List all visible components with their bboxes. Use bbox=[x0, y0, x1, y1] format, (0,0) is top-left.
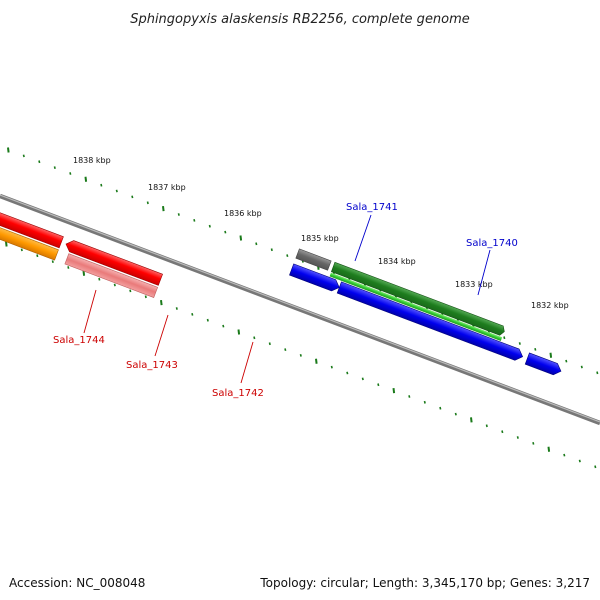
tick-mark bbox=[578, 459, 581, 463]
tick-mark bbox=[253, 336, 256, 340]
gene-label-sala-1741[interactable]: Sala_1741 bbox=[346, 202, 398, 262]
tick-mark bbox=[38, 160, 41, 164]
tick-mark bbox=[160, 299, 163, 306]
kbp-label-1835: 1835 kbp bbox=[301, 234, 339, 243]
gene-label-sala-1740[interactable]: Sala_1740 bbox=[466, 238, 518, 296]
tick-mark bbox=[501, 430, 504, 434]
tick-mark bbox=[255, 242, 258, 246]
tick-mark bbox=[206, 318, 209, 322]
tick-mark bbox=[408, 395, 411, 398]
tick-mark bbox=[113, 283, 116, 287]
gene-sala-1741-arrow[interactable] bbox=[295, 248, 332, 271]
tick-mark bbox=[237, 329, 241, 335]
tick-mark bbox=[208, 224, 211, 228]
tick-mark bbox=[193, 219, 196, 222]
gene-sala-1742-arrow[interactable] bbox=[64, 253, 159, 298]
tick-mark bbox=[175, 307, 178, 310]
svg-text:Sala_1741: Sala_1741 bbox=[346, 202, 398, 213]
tick-mark bbox=[131, 195, 134, 199]
tick-mark bbox=[69, 172, 72, 175]
tick-mark bbox=[485, 424, 488, 428]
kbp-label-1832: 1832 kbp bbox=[531, 301, 569, 310]
gene-forward-blue-arrow-1[interactable] bbox=[289, 263, 341, 293]
tick-mark bbox=[98, 277, 101, 281]
tick-mark bbox=[146, 201, 149, 205]
svg-text:Sala_1740: Sala_1740 bbox=[466, 238, 518, 249]
kbp-label-1834: 1834 kbp bbox=[378, 257, 416, 266]
gene-forward-blue-arrow-3[interactable] bbox=[524, 352, 563, 377]
genome-title: Sphingopyxis alaskensis RB2256, complete… bbox=[130, 12, 470, 27]
svg-text:Sala_1744: Sala_1744 bbox=[53, 335, 105, 346]
tick-mark bbox=[286, 254, 289, 257]
tick-mark bbox=[7, 147, 10, 153]
gene-label-sala-1744[interactable]: Sala_1744 bbox=[53, 289, 105, 346]
tick-mark bbox=[439, 406, 442, 410]
tick-mark bbox=[268, 342, 271, 346]
gene-forward-blue-arrow-2[interactable] bbox=[336, 281, 525, 363]
tick-mark bbox=[224, 230, 227, 234]
gene-label-sala-1743[interactable]: Sala_1743 bbox=[126, 314, 178, 371]
tick-mark bbox=[361, 377, 364, 381]
tick-mark bbox=[534, 348, 537, 351]
tick-mark bbox=[594, 465, 597, 469]
tick-mark bbox=[596, 371, 599, 375]
tick-mark bbox=[299, 354, 302, 357]
tick-mark bbox=[82, 270, 86, 276]
tick-mark bbox=[144, 295, 147, 299]
tick-mark bbox=[565, 359, 568, 363]
tick-mark bbox=[53, 166, 56, 169]
tick-mark bbox=[129, 289, 132, 293]
tick-mark bbox=[503, 336, 506, 340]
gene-reverse-red-arrow-3[interactable] bbox=[0, 209, 64, 249]
tick-mark bbox=[346, 371, 349, 375]
gene-reverse-red-arrow-4[interactable] bbox=[64, 238, 163, 286]
tick-mark bbox=[284, 348, 287, 351]
tick-mark bbox=[330, 365, 333, 369]
kbp-label-1838: 1838 kbp bbox=[73, 156, 111, 165]
tick-mark bbox=[315, 358, 318, 364]
tick-mark bbox=[22, 154, 25, 158]
tick-mark bbox=[518, 342, 521, 345]
tick-mark bbox=[67, 266, 70, 269]
genome-info-text: Topology: circular; Length: 3,345,170 bp… bbox=[259, 576, 590, 590]
gene-sala-1740-arrow[interactable] bbox=[330, 261, 506, 336]
tick-mark bbox=[423, 400, 426, 404]
gene-label-sala-1742[interactable]: Sala_1742 bbox=[212, 341, 264, 399]
svg-text:Sala_1742: Sala_1742 bbox=[212, 388, 264, 399]
tick-mark bbox=[377, 383, 380, 387]
tick-mark bbox=[239, 235, 243, 241]
tick-mark bbox=[392, 387, 396, 394]
tick-mark bbox=[516, 436, 519, 439]
tick-mark bbox=[100, 183, 103, 187]
genome-backbone bbox=[0, 193, 600, 426]
gene-forward-lime-arrow[interactable] bbox=[329, 272, 503, 342]
tick-mark bbox=[547, 446, 551, 452]
gene-sala-1743-arrow[interactable] bbox=[0, 223, 59, 261]
tick-mark bbox=[532, 442, 535, 445]
tick-mark bbox=[563, 453, 566, 457]
kbp-label-1837: 1837 kbp bbox=[148, 183, 186, 192]
tick-mark bbox=[20, 248, 23, 252]
tick-mark bbox=[580, 365, 583, 369]
kbp-label-1833: 1833 kbp bbox=[455, 280, 493, 289]
tick-mark bbox=[115, 189, 118, 193]
accession-text: Accession: NC_008048 bbox=[9, 576, 145, 590]
tick-mark bbox=[84, 176, 88, 182]
tick-mark bbox=[222, 324, 225, 328]
tick-mark bbox=[5, 241, 8, 247]
kbp-label-1836: 1836 kbp bbox=[224, 209, 262, 218]
tick-mark bbox=[454, 412, 457, 416]
tick-mark bbox=[177, 213, 180, 216]
tick-mark bbox=[36, 254, 39, 258]
tick-mark bbox=[470, 417, 473, 423]
tick-mark bbox=[191, 313, 194, 316]
inner-tick-marks bbox=[5, 241, 597, 469]
tick-mark bbox=[549, 352, 553, 358]
svg-text:Sala_1743: Sala_1743 bbox=[126, 360, 178, 371]
tick-mark bbox=[162, 205, 165, 212]
tick-mark bbox=[51, 260, 54, 263]
tick-mark bbox=[270, 248, 273, 252]
